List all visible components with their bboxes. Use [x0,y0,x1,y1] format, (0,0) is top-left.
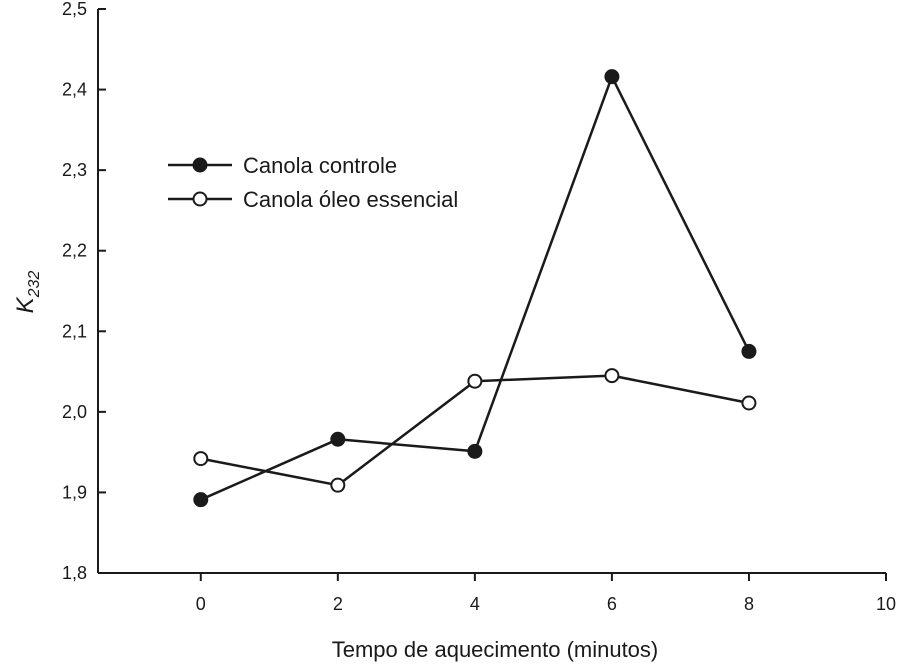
x-tick-label: 2 [333,594,343,614]
legend-label-canola-controle: Canola controle [243,153,397,178]
legend-marker-canola-controle [192,157,208,173]
x-tick-label: 8 [744,594,754,614]
series-layer [193,69,757,508]
data-point-canola-controle [604,69,620,85]
y-axis-title: K232 [12,271,43,314]
y-tick-label: 2,4 [62,80,87,100]
data-point-canola-oleo-essencial [604,368,620,384]
series-canola-oleo-essencial [193,368,757,493]
data-point-canola-controle [330,431,346,447]
x-tick-label: 4 [470,594,480,614]
y-axis-title-main: K [12,296,39,313]
data-point-canola-controle [193,492,209,508]
data-point-canola-controle [741,343,757,359]
data-point-canola-oleo-essencial [741,395,757,411]
series-line-canola-controle [200,75,751,501]
y-tick-label: 2,1 [62,321,87,341]
data-point-canola-oleo-essencial [193,451,209,467]
data-point-canola-oleo-essencial [467,373,483,389]
y-tick-label: 2,0 [62,402,87,422]
legend-marker-canola-oleo-essencial [192,191,208,207]
y-tick-label: 1,9 [62,482,87,502]
legend-label-canola-oleo-essencial: Canola óleo essencial [243,187,458,212]
series-line-canola-oleo-essencial [200,374,750,487]
y-tick-label: 2,5 [62,0,87,19]
x-tick-label: 6 [607,594,617,614]
axes: 1,8 1,9 2,0 2,1 2,2 2,3 2,4 2,5 0 2 4 6 8 10 [62,0,896,614]
y-tick-label: 2,3 [62,160,87,180]
y-axis-title-sub: 232 [26,271,43,299]
data-point-canola-controle [467,443,483,459]
x-tick-label: 10 [876,594,896,614]
y-tick-label: 2,2 [62,241,87,261]
x-axis-title: Tempo de aquecimento (minutos) [332,637,659,662]
y-tick-label: 1,8 [62,563,87,583]
x-tick-label: 0 [196,594,206,614]
legend: Canola controle Canola óleo essencial [168,153,458,212]
data-point-canola-oleo-essencial [330,477,346,493]
series-canola-controle [193,69,757,508]
